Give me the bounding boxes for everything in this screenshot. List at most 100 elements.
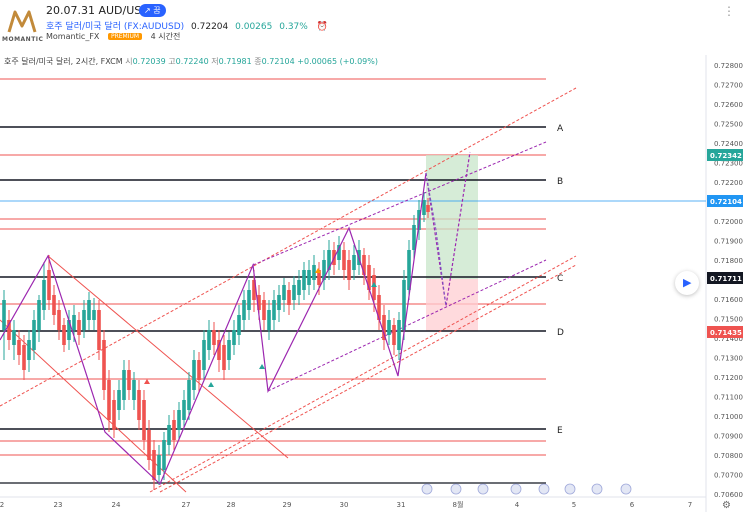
price-tick-label: 0.71400 xyxy=(714,335,743,343)
candle-body xyxy=(112,400,116,430)
economic-event-icon[interactable] xyxy=(450,483,462,495)
candle-body xyxy=(167,425,171,445)
candle-body xyxy=(127,370,131,390)
price-tick-label: 0.70600 xyxy=(714,491,743,499)
candle-body xyxy=(392,325,396,345)
candle-body xyxy=(257,295,261,310)
price-tick-label: 0.70700 xyxy=(714,472,743,480)
candle-body xyxy=(147,430,151,460)
candle-body xyxy=(412,225,416,250)
trend-badge[interactable]: ↗ 꿈 xyxy=(139,4,166,17)
desc-channel-upper[interactable] xyxy=(47,255,289,459)
price-tick-label: 0.72800 xyxy=(714,62,743,70)
idea-symbol: AUD/USD xyxy=(98,4,150,17)
candle-body xyxy=(187,380,191,410)
price-tag-label: 0.71435 xyxy=(710,329,742,337)
asc-channel-lower[interactable] xyxy=(149,255,577,493)
harmonic-pattern[interactable] xyxy=(0,172,427,486)
economic-event-icon[interactable] xyxy=(591,483,603,495)
pattern-lower-line[interactable] xyxy=(267,259,547,392)
candle-body xyxy=(422,200,426,215)
price-tick-label: 0.72300 xyxy=(714,160,743,168)
price-tag xyxy=(707,326,743,338)
legend-low: 0.71981 xyxy=(218,57,252,66)
signal-marker xyxy=(259,364,265,369)
idea-title[interactable]: 20.07.31 AUD/USD xyxy=(46,4,150,17)
legend-high: 0.72240 xyxy=(175,57,209,66)
candle-body xyxy=(402,280,406,330)
candle-body xyxy=(262,300,266,320)
chart-header: MOMANTIC 20.07.31 AUD/USD ↗ 꿈 호주 달러/미국 달… xyxy=(0,0,743,50)
candle-body xyxy=(87,300,91,320)
economic-event-icon[interactable] xyxy=(421,483,433,495)
time-tick-label: 2 xyxy=(0,501,4,509)
play-icon: ▶ xyxy=(683,276,692,289)
candle-body xyxy=(52,295,56,315)
price-tag-label: 0.72342 xyxy=(710,152,742,160)
alarm-clock-icon[interactable]: ⏰ xyxy=(316,22,328,32)
candle-body xyxy=(217,340,221,360)
time-tick-label: 31 xyxy=(397,501,406,509)
candle-body xyxy=(2,300,6,330)
time-tick-label: 30 xyxy=(340,501,349,509)
candle-body xyxy=(152,450,156,480)
momantic-logo-icon xyxy=(7,10,37,33)
asc-channel-lower-2[interactable] xyxy=(159,264,577,493)
candle-body xyxy=(202,340,206,370)
legend-symbol-name: 호주 달러/미국 달러 xyxy=(4,57,71,66)
chart-legend: 호주 달러/미국 달러, 2시간, FXCM 시0.72039 고0.72240… xyxy=(4,57,378,66)
time-tick-label: 24 xyxy=(112,501,121,509)
candle-body xyxy=(222,345,226,370)
time-tick-label: 5 xyxy=(572,501,576,509)
time-tick-label: 6 xyxy=(630,501,635,509)
legend-open-label: 시 xyxy=(125,57,133,66)
candle-body xyxy=(172,420,176,440)
economic-event-icon[interactable] xyxy=(620,483,632,495)
candle-body xyxy=(207,330,211,350)
economic-event-icon[interactable] xyxy=(510,483,522,495)
candle-body xyxy=(132,380,136,400)
candle-body xyxy=(27,340,31,360)
economic-event-icon[interactable] xyxy=(564,483,576,495)
candle-body xyxy=(342,250,346,270)
play-idea-button[interactable]: ▶ xyxy=(675,271,699,295)
signal-marker xyxy=(144,379,150,384)
price-chart[interactable]: 0.72800 0.72700 0.72600 0.72500 0.72400 0.723… xyxy=(0,50,743,512)
price-tick-label: 0.72600 xyxy=(714,101,743,109)
author-name[interactable]: Momantic_FX xyxy=(46,32,100,41)
asc-channel-upper[interactable] xyxy=(0,87,577,407)
price-change: 0.00265 xyxy=(235,22,273,32)
candle-body xyxy=(67,320,71,340)
candle-body xyxy=(252,280,256,300)
candle-body xyxy=(322,260,326,280)
price-tick-label: 0.72700 xyxy=(714,82,743,90)
candle-body xyxy=(247,290,251,310)
candle-body xyxy=(37,300,41,330)
candle-body xyxy=(162,440,166,470)
candle-body xyxy=(307,270,311,285)
take-profit-zone[interactable] xyxy=(426,155,478,279)
candle-body xyxy=(182,400,186,420)
candle-body xyxy=(272,300,276,320)
candle-body xyxy=(407,250,411,290)
stop-loss-zone[interactable] xyxy=(426,279,478,331)
economic-event-icon[interactable] xyxy=(538,483,550,495)
price-tag-label: 0.71711 xyxy=(710,275,742,283)
price-tick-label: 0.70800 xyxy=(714,452,743,460)
quote-line: 호주 달러/미국 달러 (FX:AUDUSD) 0.72204 0.00265 … xyxy=(46,19,328,32)
price-tick-label: 0.72000 xyxy=(714,218,743,226)
pattern-upper-line[interactable] xyxy=(252,141,547,266)
candle-body xyxy=(377,295,381,320)
price-tick-label: 0.71100 xyxy=(714,394,743,402)
last-price: 0.72204 xyxy=(191,22,229,32)
economic-event-icon[interactable] xyxy=(477,483,489,495)
price-tick-label: 0.71900 xyxy=(714,238,743,246)
candle-body xyxy=(57,310,61,330)
candle-body xyxy=(22,345,26,370)
candle-body xyxy=(17,340,21,355)
projected-path-alt[interactable] xyxy=(425,172,447,307)
settings-gear-icon[interactable]: ⚙ xyxy=(722,500,731,511)
price-tag-label: 0.72104 xyxy=(710,198,742,206)
pair-name-link[interactable]: 호주 달러/미국 달러 (FX:AUDUSD) xyxy=(46,22,185,32)
more-options-icon[interactable]: ⋮ xyxy=(723,4,735,18)
